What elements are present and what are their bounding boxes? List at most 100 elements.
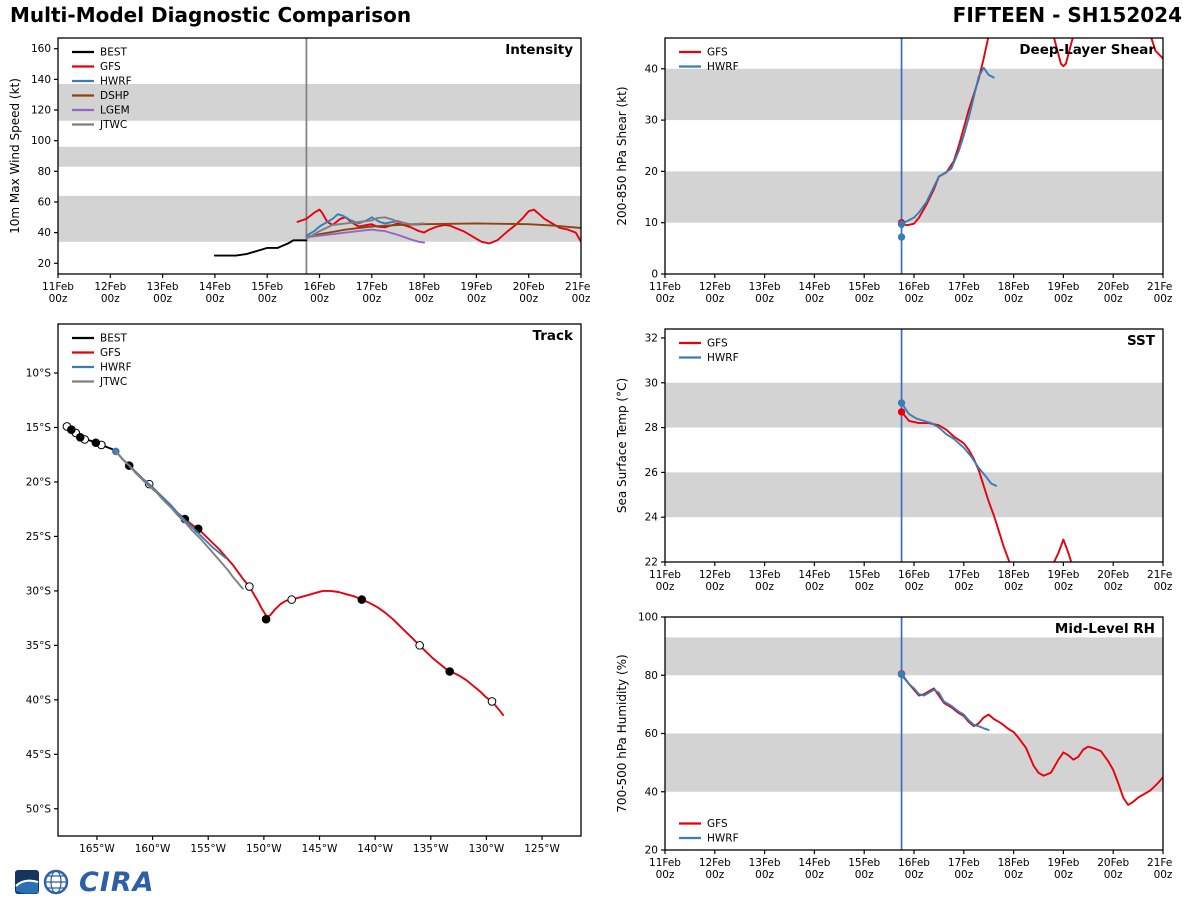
svg-text:160: 160	[31, 43, 51, 55]
svg-text:12Feb: 12Feb	[94, 281, 126, 293]
svg-text:12Feb: 12Feb	[699, 281, 731, 293]
svg-text:GFS: GFS	[707, 338, 728, 350]
rh-chart: 11Feb00z12Feb00z13Feb00z14Feb00z15Feb00z…	[615, 612, 1173, 882]
svg-text:100: 100	[31, 135, 51, 147]
svg-text:BEST: BEST	[100, 333, 128, 345]
svg-text:JTWC: JTWC	[99, 119, 127, 131]
svg-text:SST: SST	[1127, 333, 1156, 349]
chart-grid: 11Feb 00z 12Feb 00z 13Feb 00z 14Feb 00z 15Feb 00z…	[0, 30, 1200, 898]
svg-text:15Feb: 15Feb	[848, 281, 880, 293]
svg-text:00z: 00z	[415, 293, 434, 305]
cira-logo: CIRA	[6, 866, 591, 898]
svg-text:13Feb: 13Feb	[147, 281, 179, 293]
svg-text:00z: 00z	[1004, 869, 1023, 881]
svg-text:00z: 00z	[153, 293, 172, 305]
svg-text:Track: Track	[533, 328, 574, 344]
svg-text:14Feb: 14Feb	[798, 281, 830, 293]
svg-text:00z: 00z	[656, 581, 675, 593]
svg-text:14Feb: 14Feb	[798, 857, 830, 869]
svg-text:00z: 00z	[1054, 581, 1073, 593]
svg-text:19Feb: 19Feb	[1047, 281, 1079, 293]
svg-text:13Feb: 13Feb	[749, 569, 781, 581]
svg-text:00z: 00z	[1054, 293, 1073, 305]
svg-text:00z: 00z	[1104, 869, 1123, 881]
svg-text:00z: 00z	[1104, 293, 1123, 305]
svg-text:00z: 00z	[1054, 869, 1073, 881]
svg-text:17Feb: 17Feb	[948, 281, 980, 293]
svg-text:00z: 00z	[954, 869, 973, 881]
svg-text:13Feb: 13Feb	[749, 857, 781, 869]
svg-text:125°W: 125°W	[524, 843, 560, 855]
svg-text:40: 40	[38, 227, 51, 239]
svg-text:32: 32	[645, 332, 658, 344]
svg-text:00z: 00z	[572, 293, 591, 305]
svg-text:00z: 00z	[1154, 293, 1173, 305]
svg-text:20: 20	[645, 166, 658, 178]
svg-text:30°S: 30°S	[26, 585, 52, 597]
svg-text:16Feb: 16Feb	[898, 569, 930, 581]
header: Multi-Model Diagnostic Comparison FIFTEE…	[0, 0, 1200, 30]
svg-text:11Feb: 11Feb	[649, 281, 681, 293]
svg-text:200-850 hPa Shear (kt): 200-850 hPa Shear (kt)	[615, 86, 629, 225]
storm-title: FIFTEEN - SH152024	[952, 3, 1182, 27]
svg-text:12Feb: 12Feb	[699, 857, 731, 869]
svg-text:00z: 00z	[205, 293, 224, 305]
svg-text:14Feb: 14Feb	[199, 281, 231, 293]
svg-text:GFS: GFS	[707, 818, 728, 830]
svg-text:10m Max Wind Speed (kt): 10m Max Wind Speed (kt)	[8, 78, 22, 234]
sst-chart: 11Feb00z12Feb00z13Feb00z14Feb00z15Feb00z…	[615, 328, 1173, 593]
svg-text:BEST: BEST	[100, 47, 128, 59]
svg-text:Mid-Level RH: Mid-Level RH	[1055, 621, 1155, 637]
svg-text:GFS: GFS	[100, 347, 121, 359]
page-title: Multi-Model Diagnostic Comparison	[10, 3, 412, 27]
svg-text:20Feb: 20Feb	[1097, 569, 1129, 581]
svg-text:00z: 00z	[1004, 581, 1023, 593]
svg-text:JTWC: JTWC	[99, 376, 127, 388]
svg-text:00z: 00z	[519, 293, 538, 305]
svg-text:13Feb: 13Feb	[749, 281, 781, 293]
svg-text:11Feb: 11Feb	[649, 569, 681, 581]
svg-text:00z: 00z	[1154, 869, 1173, 881]
svg-text:19Feb: 19Feb	[460, 281, 492, 293]
svg-text:20Feb: 20Feb	[1097, 281, 1129, 293]
svg-text:16Feb: 16Feb	[898, 281, 930, 293]
svg-text:20Feb: 20Feb	[1097, 857, 1129, 869]
svg-text:00z: 00z	[755, 869, 774, 881]
svg-text:40: 40	[645, 786, 658, 798]
svg-text:17Feb: 17Feb	[356, 281, 388, 293]
svg-text:18Feb: 18Feb	[408, 281, 440, 293]
svg-text:00z: 00z	[855, 869, 874, 881]
svg-text:100: 100	[638, 612, 658, 624]
svg-text:Sea Surface Temp (°C): Sea Surface Temp (°C)	[615, 378, 629, 513]
track-chart: 165°W 160°W 155°W 150°W 145°W 140°W 135°W 130°W…	[26, 323, 582, 855]
svg-text:00z: 00z	[362, 293, 381, 305]
svg-text:16Feb: 16Feb	[898, 857, 930, 869]
svg-text:140: 140	[31, 74, 51, 86]
svg-text:00z: 00z	[49, 293, 68, 305]
svg-text:25°S: 25°S	[26, 531, 52, 543]
svg-text:20: 20	[38, 258, 51, 270]
svg-text:DSHP: DSHP	[100, 90, 129, 102]
left-column: 11Feb 00z 12Feb 00z 13Feb 00z 14Feb 00z 15Feb 00z…	[6, 30, 591, 898]
svg-text:18Feb: 18Feb	[998, 569, 1030, 581]
svg-text:Intensity: Intensity	[505, 42, 573, 58]
svg-text:26: 26	[645, 467, 659, 479]
svg-text:24: 24	[645, 512, 659, 524]
svg-text:130°W: 130°W	[469, 843, 505, 855]
svg-text:20Feb: 20Feb	[513, 281, 545, 293]
svg-text:150°W: 150°W	[246, 843, 282, 855]
svg-text:00z: 00z	[705, 293, 724, 305]
svg-text:00z: 00z	[954, 293, 973, 305]
svg-text:60: 60	[38, 196, 51, 208]
svg-text:16Feb: 16Feb	[304, 281, 336, 293]
svg-text:00z: 00z	[805, 581, 824, 593]
svg-text:00z: 00z	[656, 293, 675, 305]
shear-chart: 11Feb00z12Feb00z13Feb00z14Feb00z15Feb00z…	[615, 37, 1173, 305]
intensity-chart: 11Feb00z12Feb00z13Feb00z14Feb00z15Feb00z…	[8, 37, 591, 305]
svg-text:45°S: 45°S	[26, 749, 52, 761]
svg-text:00z: 00z	[855, 293, 874, 305]
svg-text:17Feb: 17Feb	[948, 569, 980, 581]
svg-text:21Feb: 21Feb	[1147, 281, 1173, 293]
svg-text:00z: 00z	[101, 293, 120, 305]
svg-text:HWRF: HWRF	[707, 61, 739, 73]
